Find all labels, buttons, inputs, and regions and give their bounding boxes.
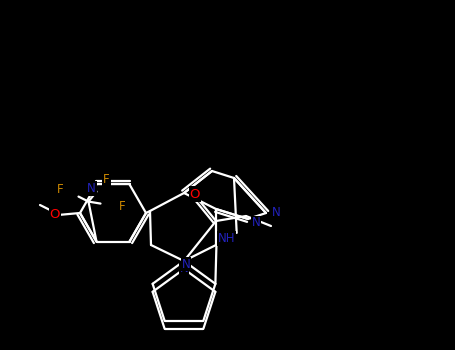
Text: N: N [272,206,280,219]
Text: N: N [87,182,96,195]
Text: N: N [180,261,188,274]
Text: F: F [103,173,110,186]
Text: F: F [57,183,64,196]
Text: F: F [119,200,126,213]
Text: N: N [182,258,190,271]
Text: N: N [252,217,260,230]
Text: NH: NH [218,232,235,245]
Text: O: O [190,188,200,201]
Text: O: O [50,208,60,220]
